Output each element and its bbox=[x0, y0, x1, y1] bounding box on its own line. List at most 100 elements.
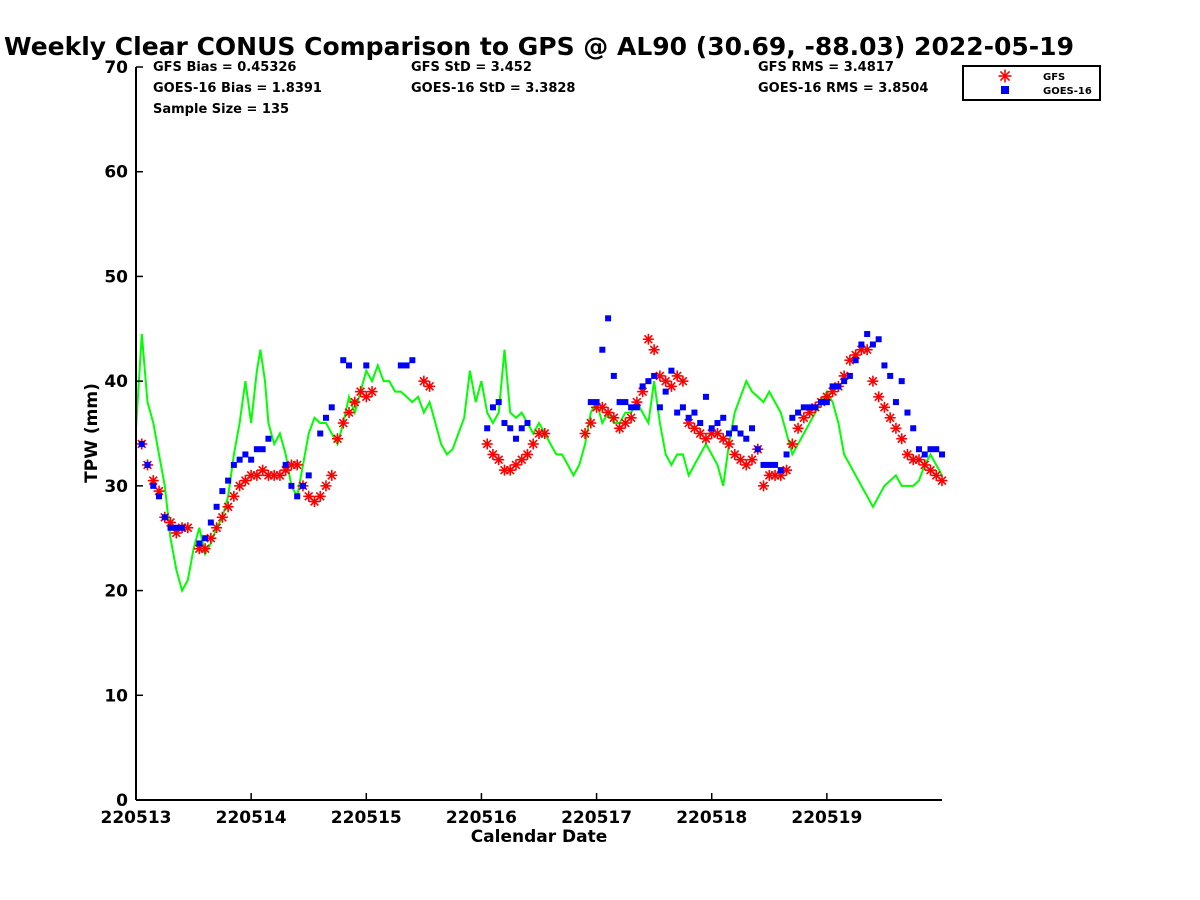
goes-point bbox=[179, 524, 186, 531]
legend: GFS GOES-16 bbox=[962, 65, 1101, 101]
gfs-point bbox=[205, 532, 217, 544]
goes-point bbox=[864, 331, 871, 338]
goes-point bbox=[869, 341, 876, 348]
asterisk-stroke bbox=[200, 544, 210, 554]
goes-point bbox=[259, 446, 266, 453]
gfs-point bbox=[424, 380, 436, 392]
goes-point bbox=[236, 456, 243, 463]
goes-point bbox=[265, 435, 272, 442]
goes-point bbox=[939, 451, 945, 458]
goes-point bbox=[846, 372, 853, 379]
asterisk-stroke bbox=[661, 376, 671, 386]
gfs-point bbox=[608, 412, 620, 424]
goes-point bbox=[829, 383, 836, 390]
goes-point bbox=[731, 425, 738, 432]
legend-gfs-label: GFS bbox=[1043, 72, 1065, 83]
asterisk-stroke bbox=[862, 345, 872, 355]
goes-point bbox=[806, 404, 813, 411]
gfs-point bbox=[901, 448, 913, 460]
goes-point bbox=[639, 383, 646, 390]
legend-goes-label: GOES-16 bbox=[1043, 86, 1092, 97]
gfs-point bbox=[711, 428, 723, 439]
legend-box bbox=[962, 65, 1101, 101]
goes-point bbox=[818, 399, 825, 406]
goes-point bbox=[322, 414, 329, 421]
goes-point bbox=[685, 414, 692, 421]
asterisk-stroke bbox=[206, 533, 216, 543]
goes-point bbox=[812, 404, 819, 411]
asterisk-stroke bbox=[885, 413, 895, 423]
goes-point bbox=[213, 503, 220, 510]
goes-point bbox=[161, 514, 168, 521]
gfs-point bbox=[360, 391, 372, 403]
x-tick-label: 220513 bbox=[101, 808, 172, 828]
goes-point bbox=[610, 372, 617, 379]
goes-point bbox=[645, 378, 652, 385]
asterisk-stroke bbox=[736, 455, 745, 465]
goes-point bbox=[346, 362, 353, 369]
asterisk-stroke bbox=[695, 429, 705, 438]
gfs-point bbox=[648, 344, 660, 356]
goes-point bbox=[317, 430, 324, 437]
asterisk-stroke bbox=[672, 371, 682, 381]
goes-point bbox=[800, 404, 807, 411]
asterisk-stroke bbox=[419, 376, 429, 386]
goes-point bbox=[495, 399, 502, 406]
goes-point bbox=[150, 482, 157, 489]
stat-goes-bias: GOES-16 Bias = 1.8391 bbox=[153, 81, 322, 96]
gfs-point bbox=[216, 511, 228, 523]
gfs-point bbox=[867, 375, 879, 387]
gfs-point bbox=[504, 464, 516, 476]
y-tick-label: 0 bbox=[116, 791, 128, 811]
asterisk-stroke bbox=[597, 402, 607, 412]
asterisk-stroke bbox=[482, 439, 492, 449]
goes-point bbox=[524, 420, 531, 427]
y-tick-label: 30 bbox=[104, 477, 128, 497]
gfs-point bbox=[320, 480, 332, 492]
goes-point bbox=[167, 524, 174, 531]
goes-point bbox=[708, 425, 715, 432]
goes-point bbox=[674, 409, 681, 416]
goes-point bbox=[737, 430, 744, 437]
goes-point bbox=[507, 425, 514, 432]
y-tick-label: 60 bbox=[104, 163, 128, 183]
goes-point bbox=[887, 372, 894, 379]
stat-gfs-bias: GFS Bias = 0.45326 bbox=[153, 60, 296, 75]
goes-point bbox=[910, 425, 917, 432]
goes-point bbox=[789, 414, 796, 421]
asterisk-stroke bbox=[488, 449, 498, 459]
asterisk-stroke bbox=[603, 408, 613, 418]
goes-point bbox=[328, 404, 335, 411]
goes-point bbox=[725, 430, 732, 437]
goes-point bbox=[760, 461, 767, 468]
goes-point bbox=[403, 362, 410, 369]
asterisk-stroke bbox=[868, 376, 878, 386]
goes-point bbox=[651, 372, 658, 379]
stats-block: GFS Bias = 0.45326 GOES-16 Bias = 1.8391… bbox=[153, 60, 928, 117]
plot-area: 0 10 20 30 40 50 60 70 220513 220514 220515 220516… bbox=[101, 58, 948, 828]
stat-gfs-std: GFS StD = 3.452 bbox=[411, 60, 532, 75]
goes-point bbox=[282, 461, 289, 468]
goes-point bbox=[915, 446, 922, 453]
asterisk-stroke bbox=[782, 465, 792, 475]
legend-gfs-asterisk bbox=[998, 69, 1012, 83]
gfs-point bbox=[222, 501, 234, 513]
x-tick-label: 220514 bbox=[216, 808, 287, 828]
goes-point bbox=[795, 409, 802, 416]
asterisk-stroke bbox=[931, 470, 941, 480]
series-layer bbox=[135, 315, 948, 594]
goes-point bbox=[173, 524, 180, 531]
asterisk-stroke bbox=[586, 418, 596, 428]
goes-point bbox=[697, 420, 704, 427]
goes-point bbox=[294, 493, 301, 500]
gfs-point bbox=[521, 448, 533, 460]
y-ticks: 0 10 20 30 40 50 60 70 bbox=[104, 58, 143, 811]
gfs-point bbox=[326, 469, 338, 481]
goes-point bbox=[777, 467, 784, 474]
goes-point bbox=[668, 367, 675, 374]
asterisk-stroke bbox=[626, 413, 636, 423]
asterisk-stroke bbox=[903, 449, 912, 459]
goes-point bbox=[852, 357, 859, 364]
gfs-point bbox=[343, 407, 355, 419]
